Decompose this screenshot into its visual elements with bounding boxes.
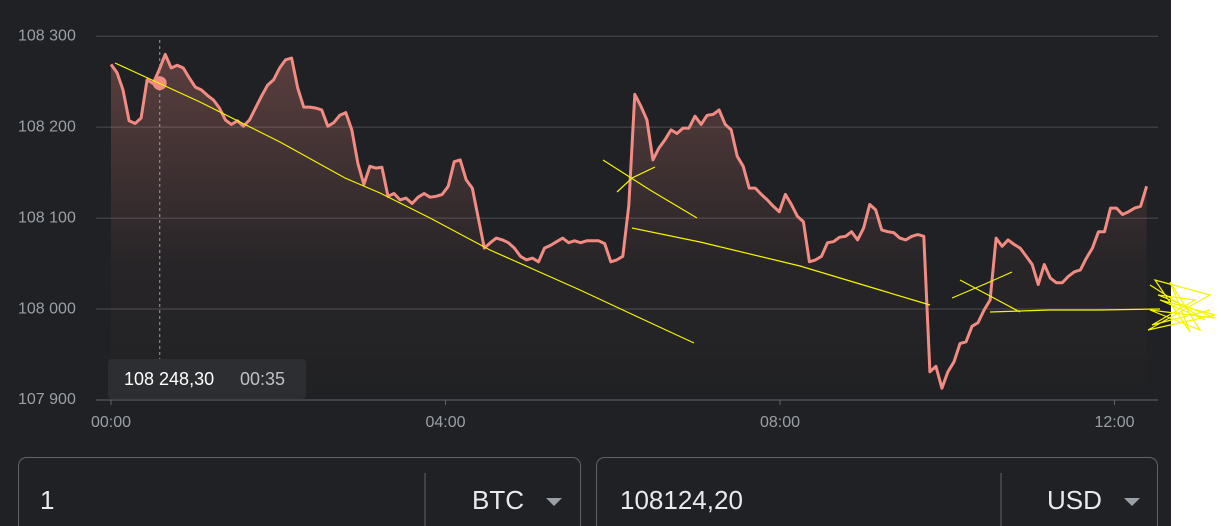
y-tick-label: 108 300 <box>18 27 76 44</box>
tooltip-value: 108 248,30 <box>124 369 214 389</box>
scribble <box>959 279 1021 313</box>
y-tick-label: 107 900 <box>18 391 76 408</box>
x-tick-label: 08:00 <box>760 414 800 431</box>
scribble <box>602 159 698 219</box>
scribble <box>1147 278 1216 333</box>
area <box>111 54 1147 401</box>
result-field[interactable] <box>596 457 1158 526</box>
plot: 107 900 108 000 108 100 108 200 108 300 00:00… <box>18 27 1158 431</box>
result[interactable]: 108124,20 <box>620 485 743 515</box>
scribbles <box>114 62 1216 344</box>
price-line <box>109 52 1149 390</box>
tooltip <box>108 359 306 399</box>
y-tick-label: 108 000 <box>18 300 76 317</box>
to-currency[interactable]: USD <box>1047 485 1102 515</box>
y-tick-label: 108 200 <box>18 118 76 135</box>
y-tick-label: 108 100 <box>18 209 76 226</box>
scribble <box>989 308 1161 313</box>
converter: 1 BTC 108124,20 USD <box>18 457 1158 526</box>
scribble <box>631 227 931 306</box>
tooltip-time: 00:35 <box>240 369 285 389</box>
amount[interactable]: 1 <box>40 485 54 515</box>
scribble <box>951 271 1013 299</box>
x-tick-label: 04:00 <box>425 414 465 431</box>
dropdown-caret[interactable] <box>1124 498 1140 506</box>
dropdown-caret[interactable] <box>546 498 562 506</box>
scribble <box>616 166 656 193</box>
x-tick-label: 12:00 <box>1094 414 1134 431</box>
from-currency[interactable]: BTC <box>472 485 524 515</box>
amount-field[interactable] <box>18 457 581 526</box>
scribble <box>114 62 695 344</box>
x-tick-label: 00:00 <box>91 414 131 431</box>
